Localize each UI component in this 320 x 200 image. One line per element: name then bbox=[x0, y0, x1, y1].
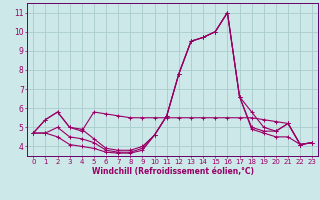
X-axis label: Windchill (Refroidissement éolien,°C): Windchill (Refroidissement éolien,°C) bbox=[92, 167, 254, 176]
